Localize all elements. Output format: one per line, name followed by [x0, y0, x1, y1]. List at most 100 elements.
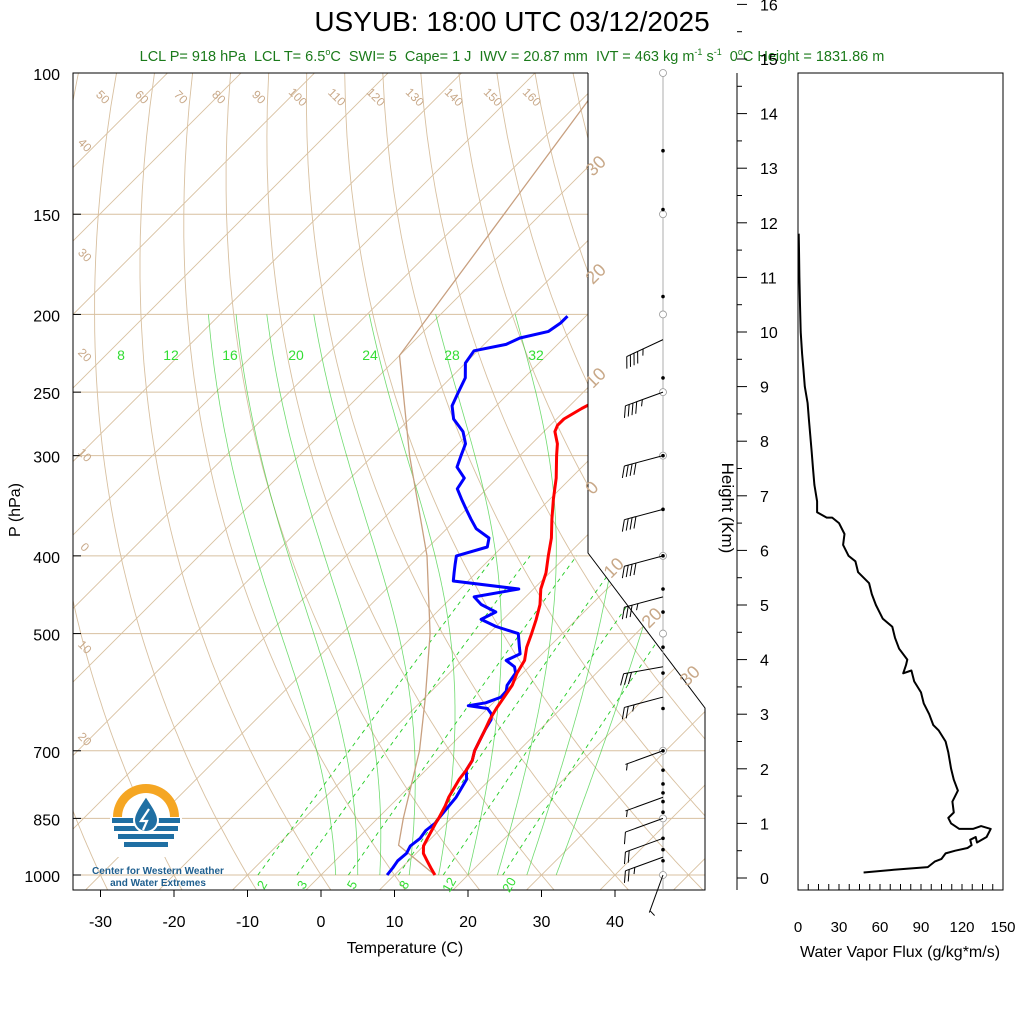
- temperature-tick-label: 30: [533, 914, 551, 931]
- isotherm: [524, 73, 705, 890]
- barb-flag: [623, 870, 626, 883]
- pressure-tick-label: 200: [33, 308, 60, 325]
- isotherm-label: 20: [582, 260, 610, 288]
- barb-flag: [623, 832, 626, 845]
- barb-shaft: [625, 856, 664, 872]
- moist-adiabat: [208, 314, 337, 876]
- dry-adiabat: [344, 73, 705, 890]
- barb-flag: [621, 607, 625, 620]
- height-tick-label: 8: [760, 434, 769, 451]
- isotherm: [450, 73, 705, 890]
- moist-adiabat-label: 8: [117, 347, 125, 363]
- lcl-temperature: LCL T= 6.5oC: [253, 47, 341, 65]
- moist-adiabat-label: 20: [288, 347, 304, 363]
- wind-staff-dot: [661, 587, 665, 591]
- freezing-prefix: 0: [729, 48, 738, 65]
- pressure-tick-label: 250: [33, 386, 60, 403]
- height-tick-label: 13: [760, 161, 778, 178]
- y-axis-label: P (hPa): [7, 483, 24, 537]
- x-axis-label: Temperature (C): [347, 940, 463, 957]
- height-tick-label: 1: [760, 816, 769, 833]
- swi-value: SWI= 5: [348, 48, 397, 65]
- dry-adiabat-label: 160: [520, 85, 544, 109]
- pressure-tick-label: 700: [33, 745, 60, 762]
- ivt-mid: s: [702, 48, 714, 65]
- pressure-tick-label: 150: [33, 208, 60, 225]
- barb-flag: [629, 517, 633, 530]
- barb-flag: [635, 401, 638, 414]
- moist-adiabat-label: 16: [222, 347, 238, 363]
- barb-flag: [625, 606, 629, 619]
- isotherm: [73, 73, 333, 890]
- flux-y-axis-label: Height (Km): [718, 463, 737, 554]
- isotherm: [377, 73, 705, 890]
- height-tick-label: 10: [760, 325, 778, 342]
- sounding-stats: LCL P= 918 hPa LCL T= 6.5oC SWI= 5 Cape=…: [0, 47, 1024, 65]
- temperature-tick-label: 0: [317, 914, 326, 931]
- barb-flag: [633, 462, 637, 475]
- temperature-tick-label: -20: [162, 914, 185, 931]
- barb-shaft: [624, 696, 664, 708]
- wind-staff-dot: [661, 791, 665, 795]
- barb-flag: [627, 404, 630, 417]
- barb-flag: [629, 605, 633, 618]
- isotherm: [73, 73, 260, 890]
- flux-tick-label: 150: [990, 919, 1015, 936]
- wind-staff-circle: [659, 210, 667, 219]
- barb-flag: [629, 463, 633, 476]
- flux-tick-label: 60: [872, 919, 889, 936]
- moist-adiabat: [497, 314, 557, 876]
- barb-half-flag: [633, 867, 636, 875]
- isotherm: [83, 73, 705, 890]
- dry-adiabat-label: 60: [132, 87, 152, 107]
- iwv-value: IWV = 20.87 mm: [479, 48, 588, 65]
- pressure-tick-label: 500: [33, 628, 60, 645]
- barb-flag: [625, 464, 629, 477]
- wind-staff-dot: [661, 706, 665, 711]
- wind-barb: [621, 455, 664, 479]
- isotherm: [745, 55, 1024, 892]
- wind-staff-dot: [661, 782, 665, 786]
- barb-shaft: [624, 596, 664, 608]
- moist-adiabat-label: 24: [362, 347, 378, 363]
- barb-shaft: [623, 666, 664, 675]
- temperature-tick-label: 40: [606, 914, 624, 931]
- barb-half-flag: [626, 763, 628, 771]
- wind-barb: [626, 339, 664, 369]
- wind-staff-dot: [661, 810, 665, 814]
- isotherm-label: 10: [582, 364, 610, 392]
- dry-adiabat: [382, 73, 705, 890]
- wind-staff-dot: [661, 376, 665, 380]
- barb-shaft: [625, 837, 664, 853]
- freezing-degree-sup: o: [737, 47, 743, 57]
- barb-flag: [627, 672, 632, 685]
- freezing-height: 0oC Height = 1831.86 m: [729, 47, 885, 65]
- dewpoint-line: [385, 315, 569, 876]
- isotherm: [73, 73, 186, 890]
- barb-flag: [624, 672, 629, 685]
- moist-adiabat: [555, 314, 702, 876]
- pressure-tick-label: 1000: [24, 869, 60, 886]
- height-tick-label: 11: [760, 270, 777, 287]
- barb-flag: [625, 518, 629, 531]
- pressure-tick-label: 400: [33, 550, 60, 567]
- logo-line-2: and Water Extremes: [110, 878, 206, 889]
- flux-frame: [797, 72, 1004, 891]
- flux-tick-label: 0: [794, 919, 802, 936]
- wind-staff-dot: [661, 799, 665, 804]
- dry-adiabat: [496, 73, 705, 890]
- barb-flag: [631, 403, 634, 416]
- isotherm: [73, 73, 705, 890]
- moist-adiabat-label: 12: [163, 347, 179, 363]
- wind-staff-dot: [661, 768, 665, 772]
- height-tick-label: 5: [760, 598, 769, 615]
- barb-half-flag: [626, 810, 628, 817]
- height-tick-label: 6: [760, 543, 769, 560]
- wind-barb: [625, 750, 664, 771]
- lcl-temperature-value: LCL T= 6.5: [253, 48, 326, 65]
- wind-staff-dot: [661, 294, 665, 299]
- barb-half-flag: [636, 603, 639, 611]
- dry-adiabat: [801, 73, 1024, 892]
- dry-adiabat-label: 10: [75, 637, 95, 657]
- temperature-tick-label: 10: [386, 914, 404, 931]
